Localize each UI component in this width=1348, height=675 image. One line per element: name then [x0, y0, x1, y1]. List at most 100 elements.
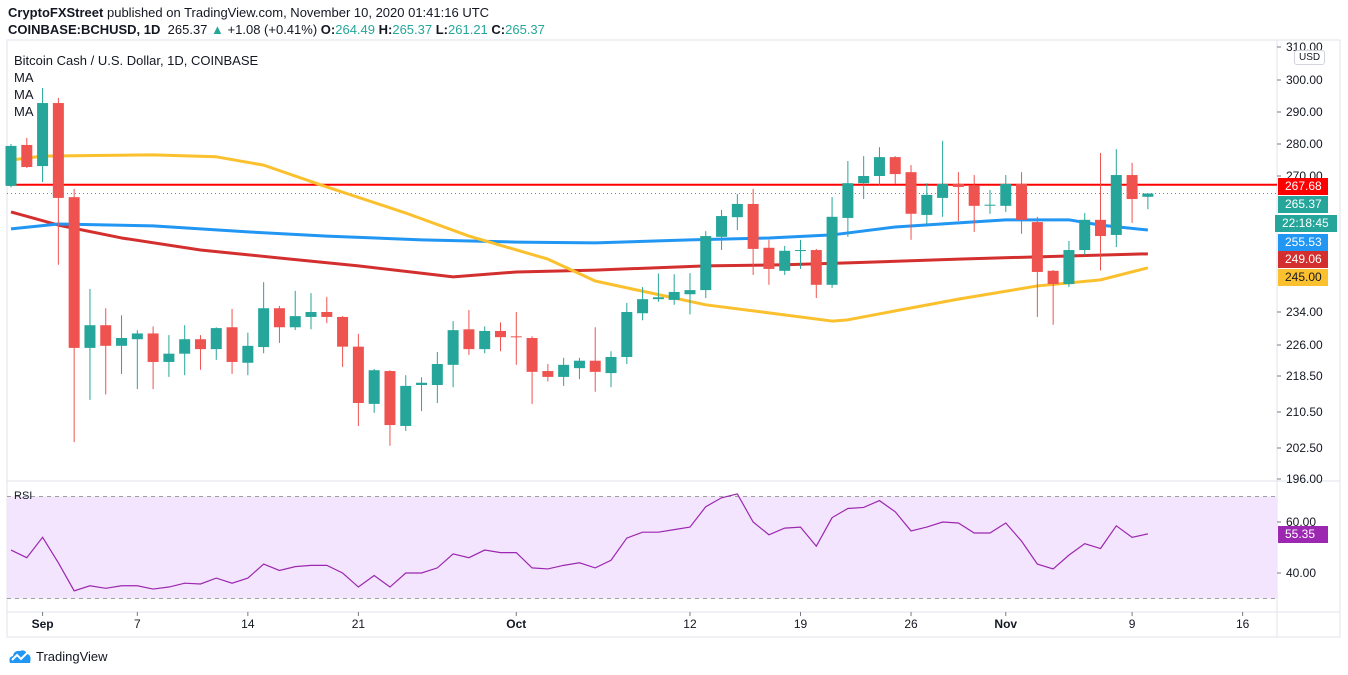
candle-body: [826, 216, 838, 285]
candle-body: [842, 183, 854, 218]
candle: [242, 332, 254, 376]
candle: [1079, 213, 1091, 255]
candle: [194, 335, 206, 370]
time-tick-label: 16: [1236, 617, 1250, 631]
candle-body: [858, 176, 870, 184]
candle-body: [1079, 219, 1091, 251]
price-tick-label: 196.00: [1286, 472, 1323, 486]
candle: [905, 165, 917, 240]
candle: [258, 282, 270, 354]
tradingview-brand[interactable]: TradingView: [8, 648, 108, 664]
candle-body: [289, 316, 301, 328]
candle: [652, 273, 664, 302]
candle: [779, 245, 791, 275]
candle-body: [937, 183, 949, 198]
candle: [305, 293, 317, 330]
price-tick-label: 290.00: [1286, 105, 1323, 119]
candle-body: [921, 194, 933, 215]
candle: [116, 315, 128, 374]
last-price-badge: 265.37: [1278, 196, 1328, 213]
candle-body: [952, 183, 964, 187]
candle-body: [242, 345, 254, 363]
candle-body: [194, 339, 206, 350]
low-value: 261.21: [448, 22, 488, 37]
candle-body: [747, 203, 759, 249]
price-tick-label: 234.00: [1286, 305, 1323, 319]
candle: [605, 351, 617, 388]
candle-body: [210, 328, 222, 350]
candle: [684, 273, 696, 315]
candle-body: [400, 385, 412, 426]
candle-body: [68, 197, 80, 348]
candle: [1142, 193, 1154, 210]
rsi-pane: [7, 493, 1277, 599]
candle-body: [684, 290, 696, 295]
ma-legend-1[interactable]: MA: [14, 70, 34, 85]
rsi-legend[interactable]: RSI: [14, 490, 33, 502]
candle-body: [621, 312, 633, 357]
candle-body: [226, 327, 238, 362]
ma-legend-2[interactable]: MA: [14, 87, 34, 102]
time-tick-label: 7: [134, 617, 141, 631]
last-price: 265.37: [167, 22, 208, 37]
symbol: COINBASE:BCHUSD, 1D: [8, 22, 161, 37]
ma-legend-3[interactable]: MA: [14, 104, 34, 119]
candle-body: [731, 203, 743, 218]
rsi-band-fill: [7, 496, 1277, 599]
candle-body: [37, 103, 49, 167]
candle-body: [5, 145, 17, 186]
candle-body: [716, 216, 728, 237]
high-value: 265.37: [392, 22, 433, 37]
ma-mid-badge: 255.53: [1278, 234, 1328, 251]
candle: [858, 156, 870, 200]
candle: [589, 327, 601, 392]
candle-body: [384, 371, 396, 426]
candle-body: [258, 308, 270, 348]
candle-body: [1095, 219, 1107, 237]
candle-body: [873, 157, 885, 176]
axes: 310.00300.00290.00280.00270.00234.00226.…: [32, 40, 1323, 631]
time-tick-label: 26: [904, 617, 918, 631]
resistance-price-badge: 267.68: [1278, 178, 1328, 195]
ma-slow-badge: 249.06: [1278, 251, 1328, 268]
currency-button[interactable]: USD: [1294, 50, 1326, 65]
time-tick-label: Sep: [32, 617, 54, 631]
candle-body: [779, 250, 791, 271]
candle: [952, 172, 964, 221]
candle: [431, 352, 443, 403]
candle: [100, 308, 112, 395]
candle: [337, 316, 349, 367]
published-text: published on TradingView.com, November 1…: [106, 5, 490, 20]
ma-slow-line: [10, 210, 1148, 279]
candle: [842, 160, 854, 237]
time-tick-label: 9: [1129, 617, 1136, 631]
price-tick-label: 210.50: [1286, 405, 1323, 419]
candle: [163, 335, 175, 377]
candle: [84, 288, 96, 400]
candle: [1016, 172, 1028, 234]
time-tick-label: Oct: [506, 617, 526, 631]
candle: [558, 357, 570, 386]
time-tick-label: 12: [683, 617, 697, 631]
candle-body: [968, 185, 980, 206]
candle: [463, 310, 475, 355]
candle-body: [479, 330, 491, 350]
candle-body: [463, 329, 475, 350]
candle: [147, 326, 159, 390]
candle: [731, 194, 743, 231]
candle: [400, 375, 412, 431]
candle-body: [905, 172, 917, 214]
candle-body: [668, 291, 680, 300]
candle: [37, 88, 49, 183]
price-tick-label: 218.50: [1286, 369, 1323, 383]
brand-name: TradingView: [36, 648, 108, 664]
candle-body: [116, 337, 128, 346]
candle-body: [100, 325, 112, 346]
candle-body: [52, 103, 64, 198]
candle-body: [305, 312, 317, 317]
candle: [763, 239, 775, 285]
price-tick-label: 226.00: [1286, 338, 1323, 352]
rsi-tick-label: 60.00: [1286, 515, 1316, 529]
candle-body: [84, 325, 96, 348]
